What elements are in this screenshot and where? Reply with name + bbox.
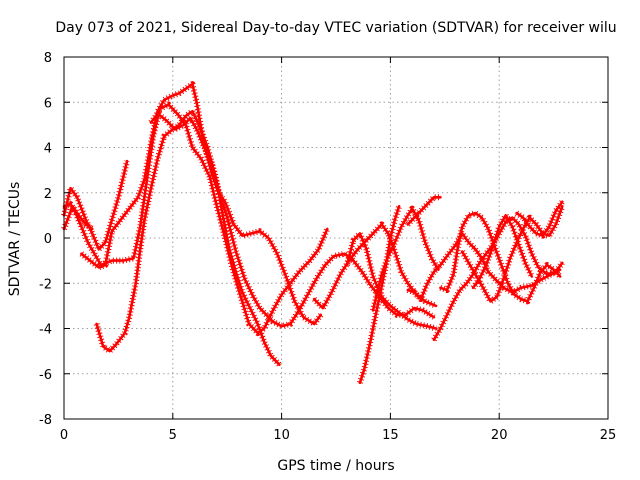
series-markers [357,205,402,384]
x-tick-label: 20 [491,428,508,443]
x-tick-label: 5 [169,428,177,443]
x-tick-label: 25 [600,428,617,443]
series-sat14 [439,210,563,305]
series-line [149,112,436,328]
y-tick-label: 0 [44,232,52,247]
grid-lines [64,57,608,419]
series-sat5 [93,108,282,367]
y-tick-label: 6 [44,96,52,111]
series-sat9 [357,205,402,385]
x-tick-label: 0 [60,428,68,443]
series-markers [61,101,331,336]
tick-layer: 0 5 10 15 20 25 -8 -6 -4 -2 0 2 4 6 8 [39,51,616,443]
series-markers [439,210,563,305]
series-markers [93,108,282,367]
series-sat6 [148,110,436,330]
series-sat17 [514,200,565,239]
y-tick-label: -4 [39,323,52,338]
chart-title: Day 073 of 2021, Sidereal Day-to-day VTE… [55,20,616,36]
series-sat12 [405,194,442,227]
y-tick-label: 8 [44,51,52,66]
series-sat11 [406,230,562,303]
series-line [406,196,442,226]
series-layer [61,81,566,385]
y-tick-label: 4 [44,142,52,157]
series-sat4 [79,81,324,327]
series-sat2 [61,101,331,336]
y-tick-label: 2 [44,187,52,202]
series-sat16 [470,212,535,290]
x-axis-label: GPS time / hours [277,458,394,474]
series-sat8 [343,230,438,332]
y-axis-label: SDTVAR / TECUs [7,182,23,297]
series-line [371,207,440,312]
x-tick-label: 15 [382,428,399,443]
series-sat10 [370,205,441,312]
series-line [62,202,94,231]
series-sat1 [61,159,131,253]
series-markers [61,160,131,253]
series-markers [343,230,437,332]
series-markers [514,200,565,239]
series-line [62,103,329,335]
series-line [406,232,562,301]
y-tick-label: -2 [39,277,52,292]
series-markers [470,212,535,290]
series-sat3 [62,201,95,232]
series-markers [79,81,324,327]
y-tick-label: -8 [39,413,52,428]
y-tick-label: -6 [39,368,52,383]
x-tick-label: 10 [273,428,290,443]
